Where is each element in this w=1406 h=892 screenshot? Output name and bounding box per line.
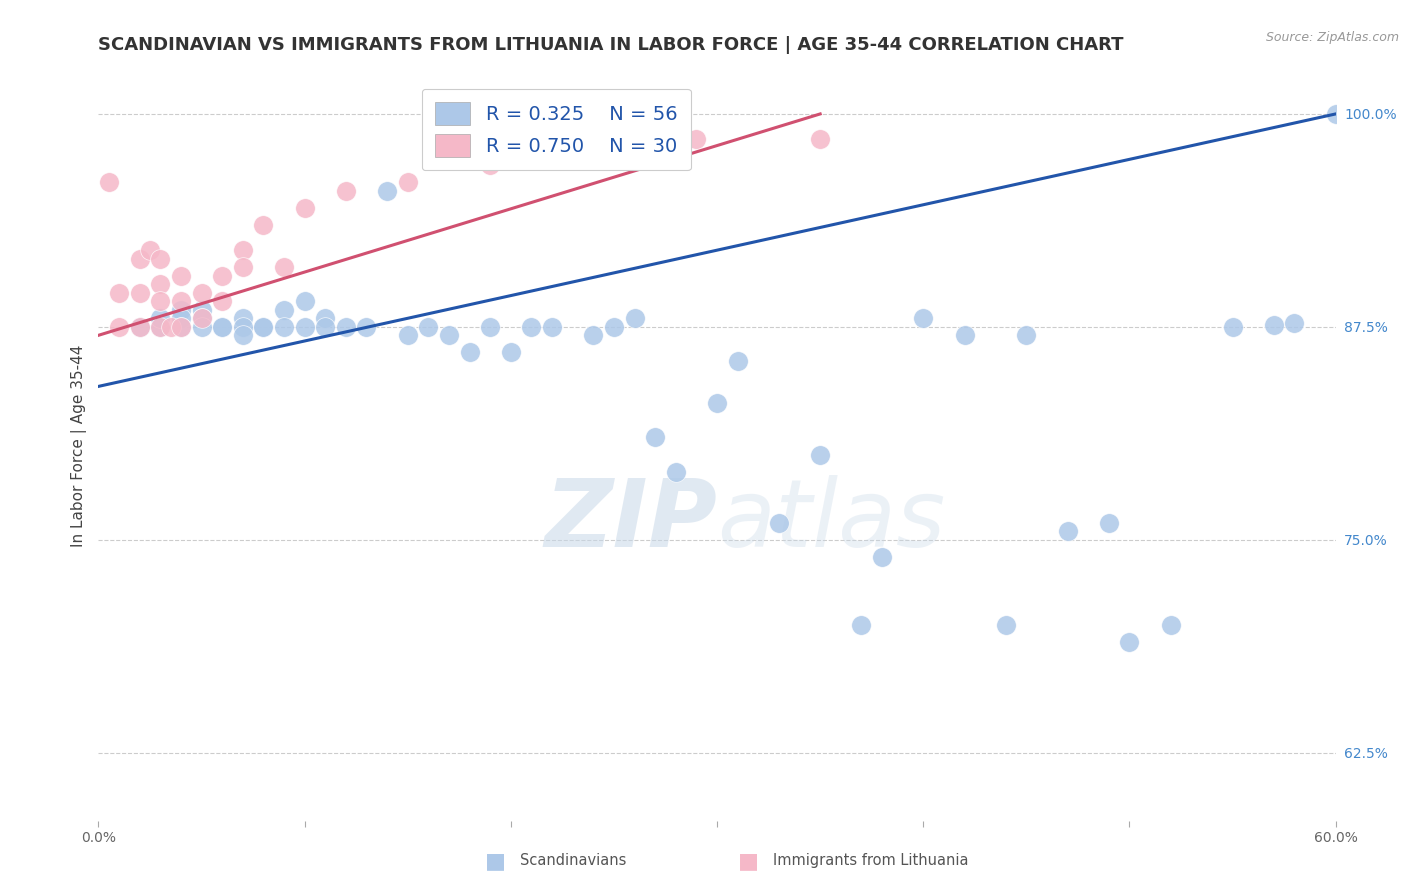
Point	[603, 319, 626, 334]
Point	[1056, 524, 1078, 538]
Point	[727, 354, 749, 368]
Text: Immigrants from Lithuania: Immigrants from Lithuania	[773, 854, 969, 868]
Point	[273, 260, 295, 275]
Point	[170, 294, 193, 309]
Point	[294, 201, 316, 215]
Text: ■: ■	[738, 851, 759, 871]
Point	[232, 243, 254, 257]
Point	[808, 448, 831, 462]
Point	[211, 319, 233, 334]
Point	[149, 319, 172, 334]
Point	[396, 328, 419, 343]
Point	[190, 311, 212, 326]
Point	[211, 294, 233, 309]
Point	[108, 319, 131, 334]
Point	[273, 319, 295, 334]
Point	[149, 294, 172, 309]
Point	[170, 319, 193, 334]
Point	[994, 617, 1017, 632]
Point	[520, 319, 543, 334]
Point	[1118, 635, 1140, 649]
Point	[458, 345, 481, 359]
Point	[128, 252, 150, 266]
Point	[128, 319, 150, 334]
Point	[211, 268, 233, 283]
Point	[356, 319, 378, 334]
Point	[314, 311, 336, 326]
Point	[479, 158, 502, 172]
Point	[252, 319, 274, 334]
Point	[870, 549, 893, 564]
Point	[149, 311, 172, 326]
Point	[211, 319, 233, 334]
Point	[232, 260, 254, 275]
Point	[273, 302, 295, 317]
Point	[396, 175, 419, 189]
Text: Scandinavians: Scandinavians	[520, 854, 627, 868]
Text: ZIP: ZIP	[544, 475, 717, 567]
Point	[252, 218, 274, 232]
Point	[953, 328, 976, 343]
Point	[1284, 317, 1306, 331]
Point	[335, 184, 357, 198]
Point	[706, 396, 728, 410]
Point	[128, 319, 150, 334]
Point	[768, 516, 790, 530]
Point	[314, 319, 336, 334]
Point	[644, 430, 666, 444]
Point	[582, 328, 605, 343]
Point	[170, 268, 193, 283]
Point	[665, 465, 688, 479]
Point	[190, 285, 212, 300]
Point	[108, 285, 131, 300]
Y-axis label: In Labor Force | Age 35-44: In Labor Force | Age 35-44	[72, 345, 87, 547]
Point	[418, 319, 440, 334]
Point	[232, 311, 254, 326]
Point	[149, 319, 172, 334]
Point	[170, 302, 193, 317]
Point	[541, 319, 564, 334]
Point	[149, 252, 172, 266]
Point	[170, 319, 193, 334]
Point	[232, 328, 254, 343]
Point	[1160, 617, 1182, 632]
Point	[294, 319, 316, 334]
Point	[437, 328, 460, 343]
Text: atlas: atlas	[717, 475, 945, 566]
Point	[479, 319, 502, 334]
Point	[1263, 318, 1285, 332]
Point	[851, 617, 873, 632]
Point	[149, 277, 172, 292]
Point	[128, 285, 150, 300]
Point	[159, 319, 181, 334]
Point	[1324, 107, 1347, 121]
Point	[294, 294, 316, 309]
Point	[582, 149, 605, 163]
Point	[1098, 516, 1121, 530]
Text: SCANDINAVIAN VS IMMIGRANTS FROM LITHUANIA IN LABOR FORCE | AGE 35-44 CORRELATION: SCANDINAVIAN VS IMMIGRANTS FROM LITHUANI…	[98, 36, 1123, 54]
Point	[623, 311, 645, 326]
Point	[375, 184, 398, 198]
Point	[232, 319, 254, 334]
Point	[170, 311, 193, 326]
Point	[190, 311, 212, 326]
Point	[139, 243, 162, 257]
Point	[1015, 328, 1038, 343]
Point	[912, 311, 935, 326]
Point	[190, 319, 212, 334]
Point	[190, 302, 212, 317]
Text: ■: ■	[485, 851, 506, 871]
Point	[252, 319, 274, 334]
Text: Source: ZipAtlas.com: Source: ZipAtlas.com	[1265, 31, 1399, 45]
Point	[808, 132, 831, 146]
Point	[335, 319, 357, 334]
Point	[1222, 319, 1244, 334]
Legend: R = 0.325    N = 56, R = 0.750    N = 30: R = 0.325 N = 56, R = 0.750 N = 30	[422, 88, 690, 170]
Point	[97, 175, 120, 189]
Point	[499, 345, 522, 359]
Point	[685, 132, 707, 146]
